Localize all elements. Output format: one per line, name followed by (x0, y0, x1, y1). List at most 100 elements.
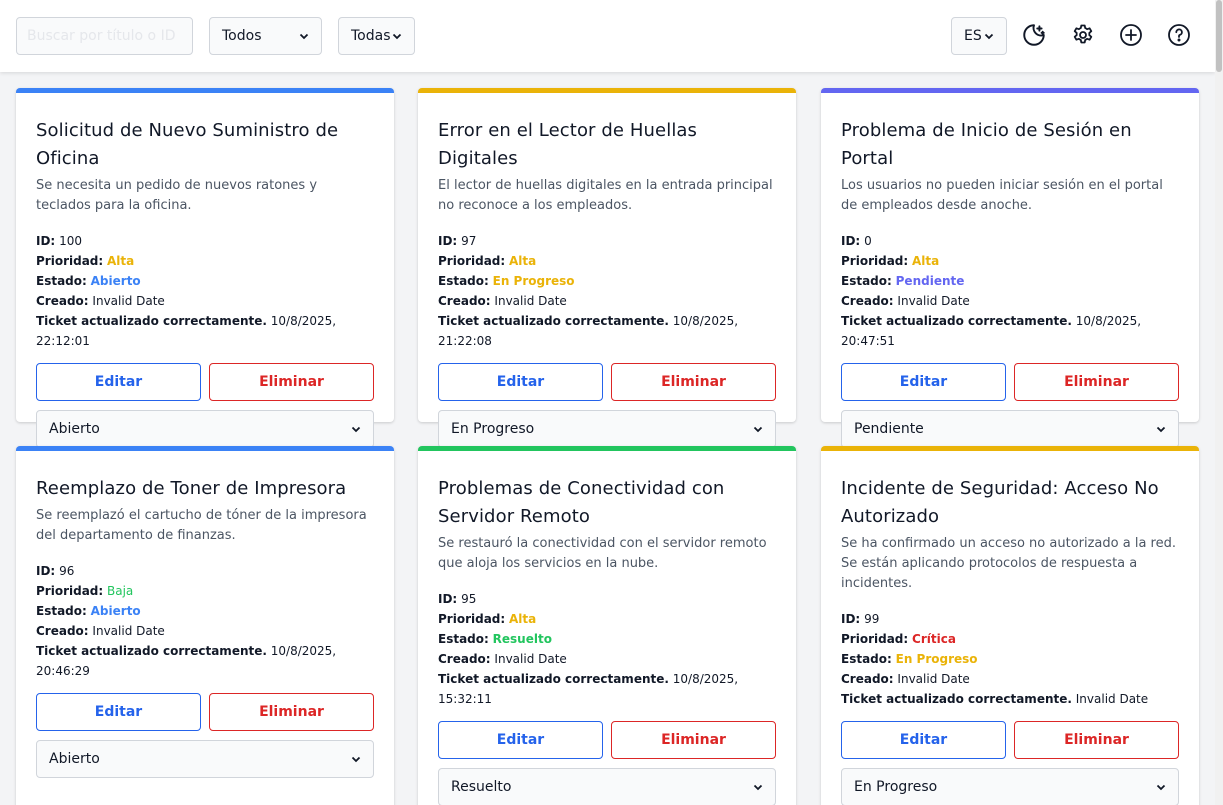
ticket-description: El lector de huellas digitales en la ent… (438, 178, 773, 213)
ticket-status-row: Estado: Pendiente (841, 274, 965, 288)
priority-badge: Alta (107, 254, 135, 268)
ticket-status-row: Estado: Abierto (36, 274, 141, 288)
delete-button[interactable]: Eliminar (611, 721, 776, 759)
ticket-priority-row: Prioridad: Alta (438, 612, 537, 626)
top-bar: Todos Todas ES (0, 0, 1215, 72)
status-select-value: Resuelto (451, 779, 512, 795)
chevron-down-icon (299, 33, 309, 40)
ticket-priority-row: Prioridad: Crítica (841, 632, 956, 646)
dark-mode-button[interactable] (1021, 22, 1047, 48)
ticket-updated-row: Ticket actualizado correctamente. 10/8/2… (36, 314, 337, 348)
priority-badge: Alta (509, 254, 537, 268)
status-select[interactable]: Pendiente (841, 410, 1179, 448)
ticket-created-row: Creado: Invalid Date (841, 294, 970, 308)
ticket-card: Reemplazo de Toner de Impresora Se reemp… (16, 446, 394, 805)
priority-badge: Baja (107, 584, 134, 598)
chevron-down-icon (392, 33, 402, 40)
status-select-value: Abierto (49, 421, 100, 437)
ticket-id-row: ID: 0 (841, 234, 872, 248)
ticket-card: Solicitud de Nuevo Suministro de Oficina… (16, 88, 394, 448)
ticket-priority-row: Prioridad: Alta (841, 254, 940, 268)
ticket-created-row: Creado: Invalid Date (438, 652, 567, 666)
edit-button[interactable]: Editar (36, 363, 201, 401)
status-select[interactable]: Resuelto (438, 768, 776, 805)
delete-button[interactable]: Eliminar (1014, 363, 1179, 401)
status-filter-value: Todos (222, 28, 262, 44)
status-select-value: Abierto (49, 751, 100, 767)
status-select-value: En Progreso (451, 421, 535, 437)
status-select[interactable]: Abierto (36, 410, 374, 448)
ticket-title: Incidente de Seguridad: Acceso No Autori… (841, 478, 1159, 527)
settings-button[interactable] (1070, 22, 1096, 48)
help-button[interactable] (1166, 22, 1192, 48)
status-badge: En Progreso (895, 652, 978, 666)
priority-badge: Alta (509, 612, 537, 626)
status-badge: Abierto (90, 274, 141, 288)
edit-button[interactable]: Editar (438, 363, 603, 401)
moon-stars-icon (1023, 24, 1045, 46)
language-value: ES (964, 28, 982, 44)
ticket-status-row: Estado: Resuelto (438, 632, 552, 646)
status-select[interactable]: En Progreso (841, 768, 1179, 805)
edit-button[interactable]: Editar (841, 363, 1006, 401)
delete-button[interactable]: Eliminar (611, 363, 776, 401)
status-select[interactable]: Abierto (36, 740, 374, 778)
status-badge: En Progreso (492, 274, 575, 288)
search-input[interactable] (16, 17, 193, 55)
ticket-updated-row: Ticket actualizado correctamente. 10/8/2… (841, 314, 1142, 348)
priority-filter-value: Todas (351, 28, 391, 44)
ticket-status-row: Estado: En Progreso (841, 652, 978, 666)
ticket-card: Problemas de Conectividad con Servidor R… (418, 446, 796, 805)
ticket-title: Solicitud de Nuevo Suministro de Oficina (36, 120, 339, 169)
chevron-down-icon (753, 784, 763, 791)
ticket-updated-row: Ticket actualizado correctamente. 10/8/2… (36, 644, 337, 678)
page-scrollbar[interactable] (1215, 0, 1223, 805)
delete-button[interactable]: Eliminar (209, 363, 374, 401)
chevron-down-icon (351, 756, 361, 763)
ticket-id-row: ID: 97 (438, 234, 477, 248)
edit-button[interactable]: Editar (438, 721, 603, 759)
ticket-created-row: Creado: Invalid Date (36, 294, 165, 308)
scrollbar-thumb[interactable] (1216, 0, 1222, 72)
ticket-meta: ID: 97 Prioridad: Alta Estado: En Progre… (438, 231, 776, 351)
ticket-created-row: Creado: Invalid Date (36, 624, 165, 638)
priority-badge: Crítica (912, 632, 956, 646)
ticket-meta: ID: 96 Prioridad: Baja Estado: Abierto C… (36, 561, 374, 681)
language-select[interactable]: ES (951, 17, 1007, 55)
ticket-id-row: ID: 100 (36, 234, 82, 248)
ticket-title: Error en el Lector de Huellas Digitales (438, 120, 698, 169)
ticket-id-row: ID: 96 (36, 564, 75, 578)
status-badge: Resuelto (492, 632, 552, 646)
ticket-meta: ID: 100 Prioridad: Alta Estado: Abierto … (36, 231, 374, 351)
ticket-priority-row: Prioridad: Alta (36, 254, 135, 268)
ticket-description: Se reemplazó el cartucho de tóner de la … (36, 508, 367, 543)
ticket-status-row: Estado: En Progreso (438, 274, 575, 288)
ticket-updated-row: Ticket actualizado correctamente. Invali… (841, 692, 1149, 706)
ticket-priority-row: Prioridad: Alta (438, 254, 537, 268)
ticket-description: Se restauró la conectividad con el servi… (438, 536, 767, 571)
ticket-card: Problema de Inicio de Sesión en Portal L… (821, 88, 1199, 448)
edit-button[interactable]: Editar (841, 721, 1006, 759)
ticket-description: Los usuarios no pueden iniciar sesión en… (841, 178, 1163, 213)
status-filter-select[interactable]: Todos (209, 17, 322, 55)
ticket-id-row: ID: 95 (438, 592, 477, 606)
status-badge: Pendiente (895, 274, 965, 288)
ticket-created-row: Creado: Invalid Date (841, 672, 970, 686)
ticket-card: Incidente de Seguridad: Acceso No Autori… (821, 446, 1199, 805)
plus-circle-icon (1120, 24, 1142, 46)
delete-button[interactable]: Eliminar (1014, 721, 1179, 759)
ticket-meta: ID: 95 Prioridad: Alta Estado: Resuelto … (438, 589, 776, 709)
priority-filter-select[interactable]: Todas (338, 17, 415, 55)
ticket-title: Problemas de Conectividad con Servidor R… (438, 478, 725, 527)
edit-button[interactable]: Editar (36, 693, 201, 731)
chevron-down-icon (351, 426, 361, 433)
status-select-value: Pendiente (854, 421, 924, 437)
ticket-updated-row: Ticket actualizado correctamente. 10/8/2… (438, 672, 739, 706)
ticket-priority-row: Prioridad: Baja (36, 584, 134, 598)
chevron-down-icon (1156, 784, 1166, 791)
delete-button[interactable]: Eliminar (209, 693, 374, 731)
ticket-description: Se necesita un pedido de nuevos ratones … (36, 178, 318, 213)
ticket-updated-row: Ticket actualizado correctamente. 10/8/2… (438, 314, 739, 348)
status-select[interactable]: En Progreso (438, 410, 776, 448)
add-ticket-button[interactable] (1118, 22, 1144, 48)
